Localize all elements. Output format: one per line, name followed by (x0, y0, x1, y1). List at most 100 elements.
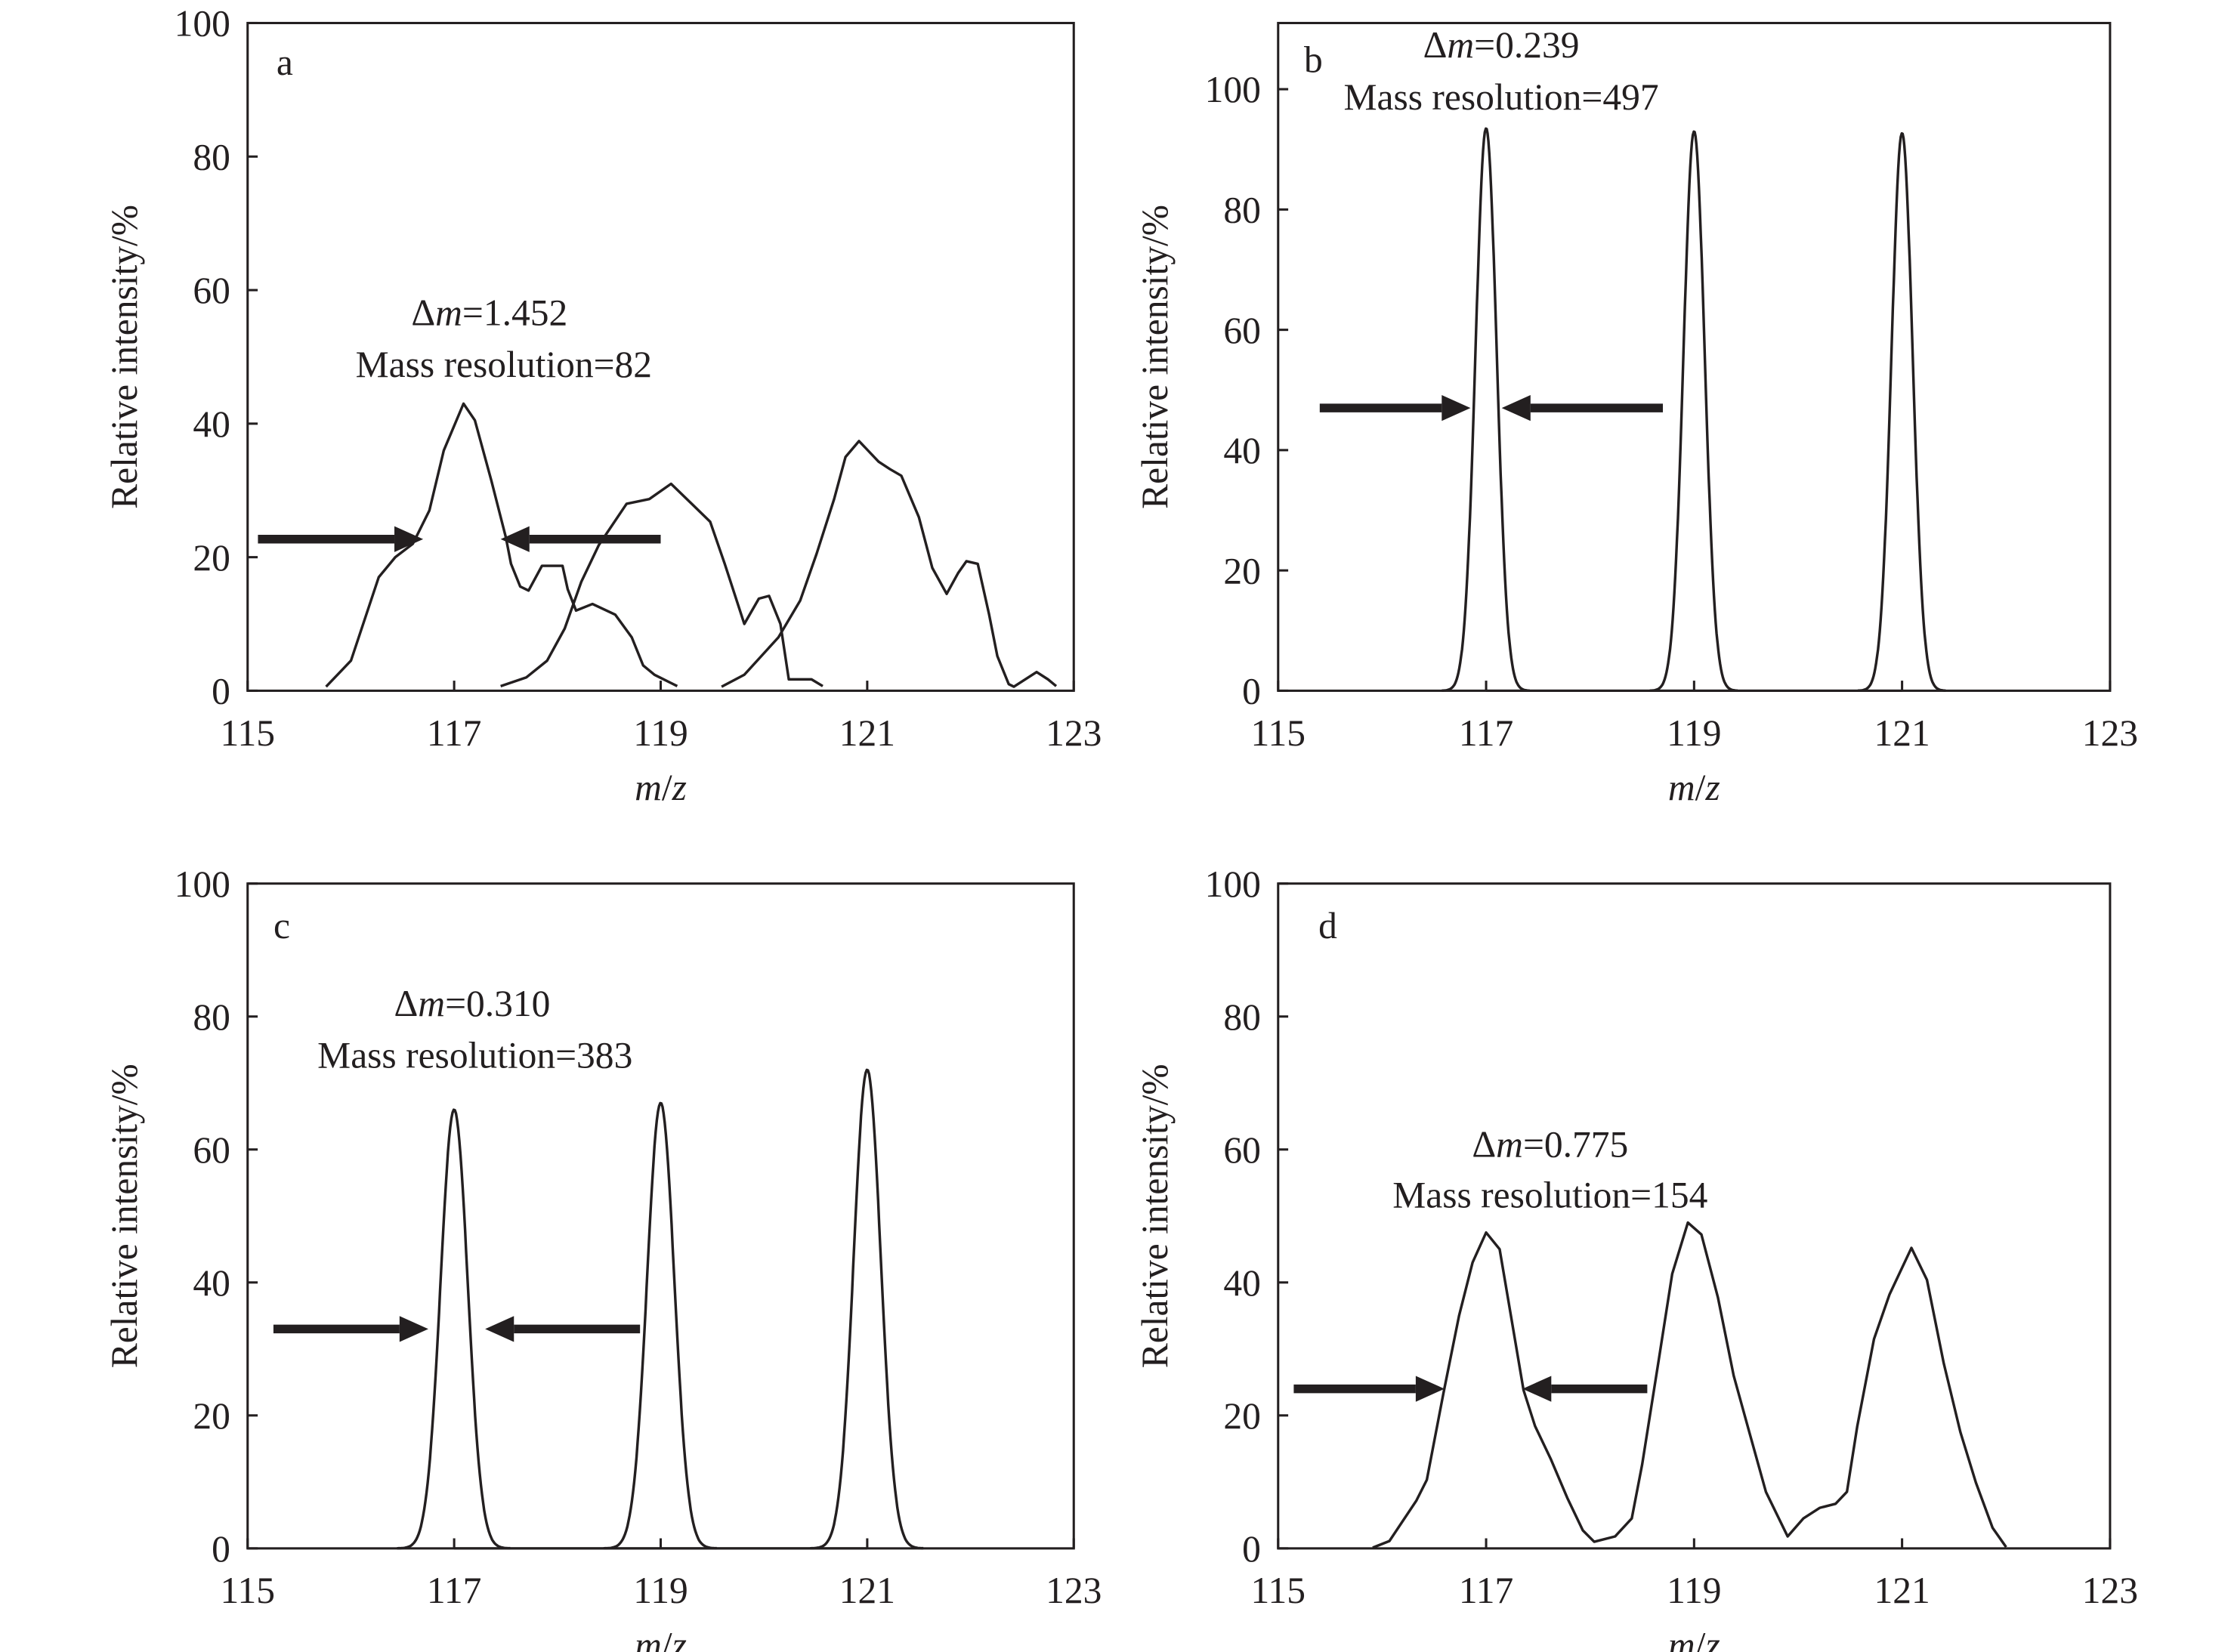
delta-m-value: =0.239 (1474, 24, 1579, 66)
x-tick-label: 121 (1874, 712, 1930, 754)
x-axis-label-z: z (672, 1625, 687, 1652)
y-axis-label: Relative intensity/% (1134, 205, 1176, 509)
y-tick-label: 0 (1242, 671, 1261, 712)
x-axis-label: m/z (635, 767, 687, 808)
y-tick-label: 80 (1223, 189, 1261, 230)
y-tick-label: 60 (193, 270, 230, 311)
y-axis-label: Relative intensity/% (104, 1064, 145, 1368)
delta-symbol: Δ (394, 983, 418, 1024)
panel-letter: a (277, 42, 293, 83)
mass-resolution-annotation: Mass resolution=383 (317, 1035, 632, 1076)
delta-m-value: =0.310 (445, 983, 550, 1024)
x-tick-label: 119 (1667, 1570, 1721, 1611)
x-axis-label-sep: / (662, 1625, 672, 1652)
x-axis-label-z: z (1704, 767, 1720, 808)
mass-resolution-annotation: Mass resolution=82 (356, 344, 652, 385)
x-tick-label: 117 (1459, 712, 1513, 754)
x-tick-label: 119 (1667, 712, 1721, 754)
y-tick-label: 0 (212, 1528, 230, 1570)
x-tick-label: 115 (1251, 1570, 1306, 1611)
x-tick-label: 121 (839, 712, 895, 754)
x-tick-label: 115 (1251, 712, 1306, 754)
x-tick-label: 117 (427, 1570, 481, 1611)
fwhm-arrowhead (500, 526, 530, 552)
x-tick-label: 119 (633, 712, 688, 754)
y-axis-label: Relative intensity/% (1134, 1064, 1176, 1368)
y-tick-label: 60 (1223, 310, 1261, 351)
fwhm-arrowhead (399, 1316, 428, 1342)
x-tick-label: 123 (2082, 712, 2138, 754)
x-axis-label-z: z (672, 767, 687, 808)
delta-m-annotation: Δm=0.310 (394, 983, 550, 1024)
plot-frame (1277, 882, 2112, 1550)
spectrum-line-peak-0 (1441, 127, 1531, 692)
delta-m-variable: m (418, 983, 445, 1024)
y-tick-label: 60 (193, 1129, 230, 1171)
delta-m-value: =1.452 (462, 292, 567, 334)
delta-m-variable: m (1496, 1124, 1523, 1166)
spectrum-line-peak-2 (1857, 131, 1946, 692)
y-tick-label: 40 (1223, 430, 1261, 471)
spectrum-line-peak-117 (325, 402, 678, 688)
x-axis-label: m/z (1668, 767, 1720, 808)
delta-m-annotation: Δm=0.239 (1423, 24, 1580, 66)
fwhm-arrowhead (394, 526, 424, 552)
x-tick-label: 115 (221, 1570, 275, 1611)
y-tick-label: 40 (193, 1262, 230, 1304)
plot-frame (1277, 21, 2112, 692)
x-axis-label-m: m (1668, 1625, 1695, 1652)
spectrum-line-peak-121 (721, 440, 1058, 688)
plot-frame (246, 882, 1075, 1550)
delta-m-annotation: Δm=0.775 (1472, 1124, 1628, 1166)
y-tick-label: 40 (1223, 1262, 1261, 1304)
panel-letter: b (1304, 39, 1323, 80)
x-axis-label-m: m (1668, 767, 1695, 808)
fwhm-arrowhead (1441, 394, 1471, 421)
x-tick-label: 123 (1046, 1570, 1102, 1611)
fwhm-arrowhead (1415, 1376, 1445, 1402)
x-tick-label: 117 (1459, 1570, 1513, 1611)
panel-letter: c (273, 905, 290, 946)
y-tick-label: 20 (193, 537, 230, 579)
delta-m-value: =0.775 (1523, 1124, 1628, 1166)
fwhm-arrowhead (1501, 394, 1531, 421)
x-tick-label: 117 (427, 712, 481, 754)
x-axis-label: m/z (1668, 1625, 1720, 1652)
y-tick-label: 40 (193, 403, 230, 445)
x-tick-label: 115 (221, 712, 275, 754)
x-tick-label: 121 (1874, 1570, 1930, 1611)
x-axis-label: m/z (635, 1625, 687, 1652)
fwhm-arrowhead (485, 1316, 514, 1342)
y-axis-label: Relative intensity/% (104, 205, 145, 509)
y-tick-label: 80 (193, 996, 230, 1038)
x-tick-label: 123 (1046, 712, 1102, 754)
mass-resolution-annotation: Mass resolution=497 (1343, 76, 1658, 118)
y-tick-label: 0 (212, 671, 230, 712)
y-tick-label: 20 (1223, 1395, 1261, 1437)
x-axis-label-m: m (635, 767, 662, 808)
x-axis-label-sep: / (1695, 1625, 1706, 1652)
y-tick-label: 100 (175, 3, 230, 45)
spectrum-line-spectrum (1372, 1221, 2007, 1549)
delta-symbol: Δ (1423, 24, 1448, 66)
x-tick-label: 121 (839, 1570, 895, 1611)
mass-resolution-annotation: Mass resolution=154 (1392, 1174, 1707, 1215)
spectrum-line-peak-0 (397, 1108, 511, 1550)
y-tick-label: 100 (1205, 863, 1261, 905)
x-axis-label-z: z (1704, 1625, 1720, 1652)
y-tick-label: 100 (1205, 69, 1261, 110)
x-tick-label: 123 (2082, 1570, 2138, 1611)
y-tick-label: 80 (1223, 996, 1261, 1038)
y-tick-label: 20 (193, 1395, 230, 1437)
y-tick-label: 60 (1223, 1129, 1261, 1171)
x-axis-label-sep: / (1695, 767, 1706, 808)
spectrum-line-peak-1 (603, 1101, 718, 1550)
spectrum-line-peak-119 (500, 482, 823, 687)
fwhm-arrowhead (1522, 1376, 1552, 1402)
y-tick-label: 0 (1242, 1528, 1261, 1570)
